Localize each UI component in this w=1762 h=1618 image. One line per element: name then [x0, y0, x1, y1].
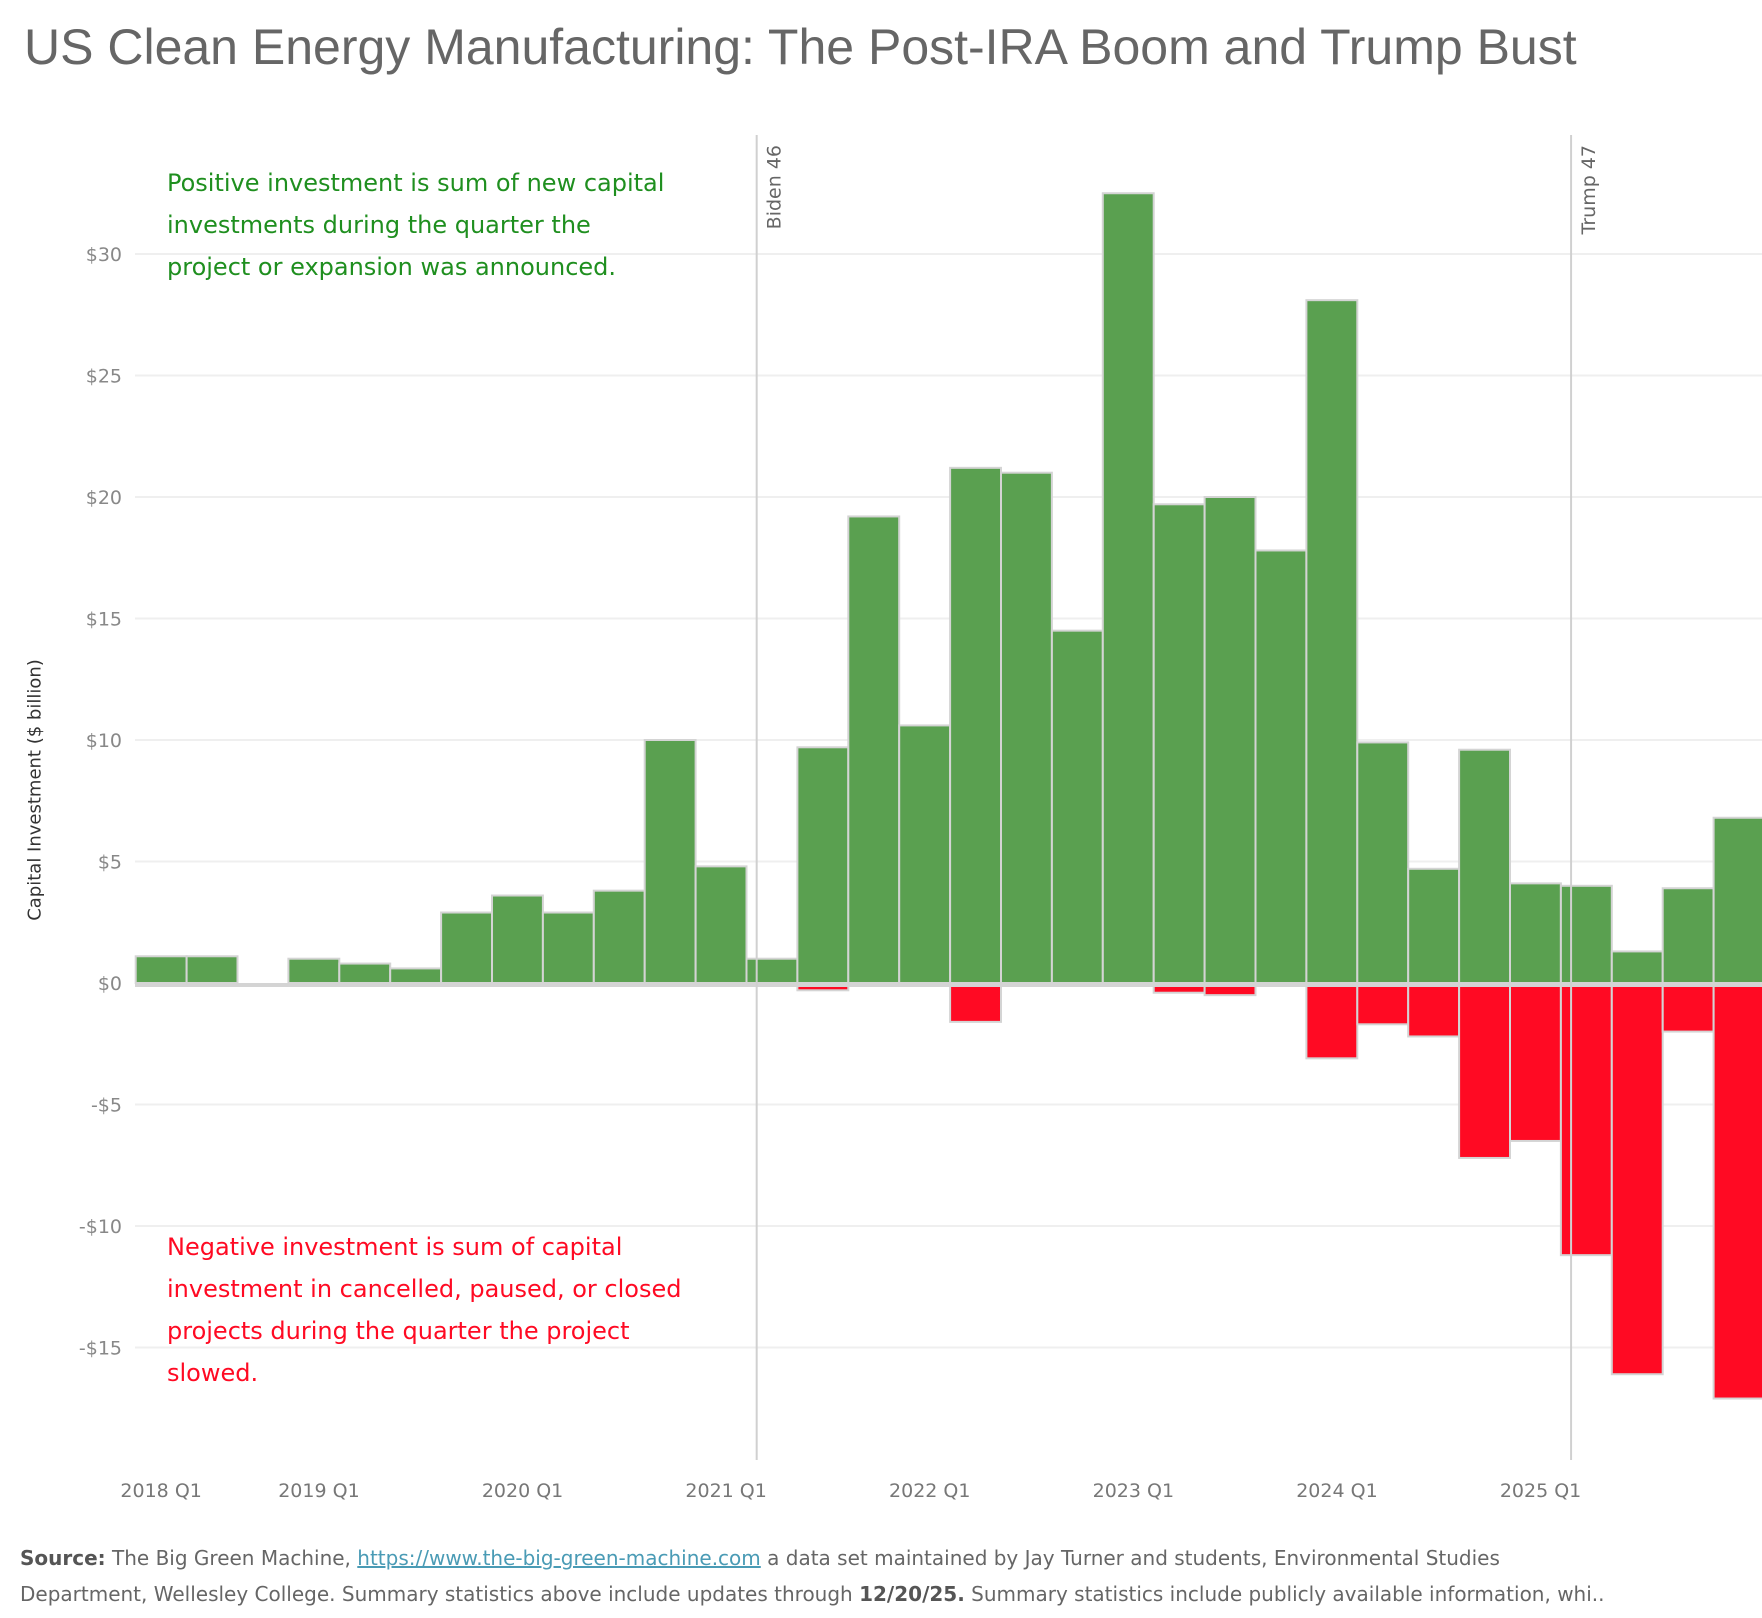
positive-annotation-line: Positive investment is sum of new capita…	[167, 169, 665, 197]
positive-bar	[134, 955, 188, 985]
y-tick-label: $0	[98, 973, 122, 995]
negative-bar	[1458, 982, 1511, 1159]
positive-bar	[1661, 887, 1715, 984]
x-tick-label: 2025 Q1	[1500, 1480, 1581, 1502]
negative-annotation-line: projects during the quarter the project	[167, 1317, 630, 1345]
y-tick-label: $10	[86, 730, 122, 752]
positive-bar	[949, 466, 1002, 984]
negative-bar	[1356, 982, 1410, 1026]
negative-annotation: Negative investment is sum of capital in…	[167, 1226, 681, 1394]
bars	[134, 192, 1762, 1400]
source-label: Source:	[20, 1546, 106, 1570]
positive-bar	[1509, 882, 1562, 984]
positive-bar	[1203, 496, 1257, 984]
source-text: The Big Green Machine,	[105, 1546, 358, 1570]
positive-bar	[1152, 503, 1206, 984]
reference-lines: Biden 46 Trump 47	[755, 135, 1600, 1460]
x-tick-label: 2021 Q1	[685, 1480, 766, 1502]
negative-annotation-line: slowed.	[167, 1359, 259, 1387]
positive-annotation: Positive investment is sum of new capita…	[167, 162, 664, 288]
source-description: a data set maintained by Jay Turner and …	[760, 1546, 1500, 1570]
positive-bar	[338, 962, 392, 984]
y-tick-label: $15	[86, 609, 122, 631]
positive-bar	[541, 911, 595, 985]
x-tick-label: 2018 Q1	[120, 1480, 201, 1502]
negative-bar	[1559, 982, 1613, 1257]
y-tick-label: $20	[86, 487, 122, 509]
footer-line-1: Source: The Big Green Machine, https://w…	[20, 1540, 1605, 1576]
positive-bar	[847, 515, 901, 984]
y-tick-label: -$5	[91, 1095, 122, 1117]
negative-bar	[949, 982, 1002, 1023]
positive-bar	[1559, 884, 1613, 984]
source-link[interactable]: https://www.the-big-green-machine.com	[357, 1546, 761, 1570]
footer-text-truncated: Summary statistics include publicly avai…	[964, 1582, 1605, 1606]
x-tick-label: 2020 Q1	[482, 1480, 563, 1502]
negative-bar	[1509, 982, 1562, 1142]
positive-bar	[796, 746, 850, 984]
footer-text: Department, Wellesley College. Summary s…	[20, 1582, 860, 1606]
positive-bar	[1000, 471, 1053, 984]
reference-line-label: Biden 46	[764, 145, 786, 229]
footer-source: Source: The Big Green Machine, https://w…	[20, 1540, 1605, 1612]
x-tick-label: 2022 Q1	[889, 1480, 970, 1502]
negative-bar	[1407, 982, 1461, 1038]
positive-bar	[1050, 629, 1104, 985]
positive-bar	[440, 911, 494, 985]
negative-bar	[1305, 982, 1359, 1060]
negative-bar	[1610, 982, 1664, 1376]
positive-bar	[643, 739, 697, 984]
x-tick-label: 2023 Q1	[1093, 1480, 1174, 1502]
x-axis-ticks: 2018 Q1 2019 Q1 2020 Q1 2021 Q1 2022 Q1 2023 …	[120, 1480, 1581, 1502]
positive-bar	[1610, 950, 1664, 984]
positive-bar	[185, 955, 239, 985]
y-tick-label: $5	[98, 852, 122, 874]
update-date: 12/20/25.	[859, 1582, 965, 1606]
positive-bar	[1712, 816, 1762, 985]
negative-annotation-line: investment in cancelled, paused, or clos…	[167, 1275, 682, 1303]
positive-annotation-line: investments during the quarter the	[167, 211, 591, 239]
y-axis-ticks: $30 $25 $20 $15 $10 $5 $0 -$5 -$10 -$15	[79, 244, 122, 1360]
positive-bar	[389, 967, 443, 984]
positive-bar	[1101, 192, 1155, 984]
negative-bar	[1661, 982, 1715, 1033]
negative-bar	[1712, 982, 1762, 1400]
positive-bar	[491, 894, 544, 985]
positive-bar	[287, 957, 341, 985]
positive-bar	[1458, 748, 1511, 984]
positive-bar	[745, 957, 799, 985]
x-tick-label: 2024 Q1	[1296, 1480, 1377, 1502]
footer-line-2: Department, Wellesley College. Summary s…	[20, 1576, 1605, 1612]
positive-bar	[1254, 549, 1308, 985]
reference-line-label: Trump 47	[1578, 145, 1600, 235]
chart-title: US Clean Energy Manufacturing: The Post-…	[24, 19, 1577, 75]
positive-bar	[1356, 741, 1410, 984]
y-tick-label: -$10	[79, 1216, 122, 1238]
positive-bar	[898, 724, 952, 984]
positive-bar	[694, 865, 748, 984]
x-tick-label: 2019 Q1	[278, 1480, 359, 1502]
y-tick-label: -$15	[79, 1338, 122, 1360]
y-axis-label: Capital Investment ($ billion)	[24, 659, 46, 921]
positive-bar	[592, 889, 646, 984]
positive-bar	[1407, 867, 1461, 984]
positive-annotation-line: project or expansion was announced.	[167, 253, 617, 281]
y-tick-label: $25	[86, 366, 122, 388]
positive-bar	[1305, 299, 1359, 985]
y-tick-label: $30	[86, 244, 122, 266]
negative-annotation-line: Negative investment is sum of capital	[167, 1233, 623, 1261]
